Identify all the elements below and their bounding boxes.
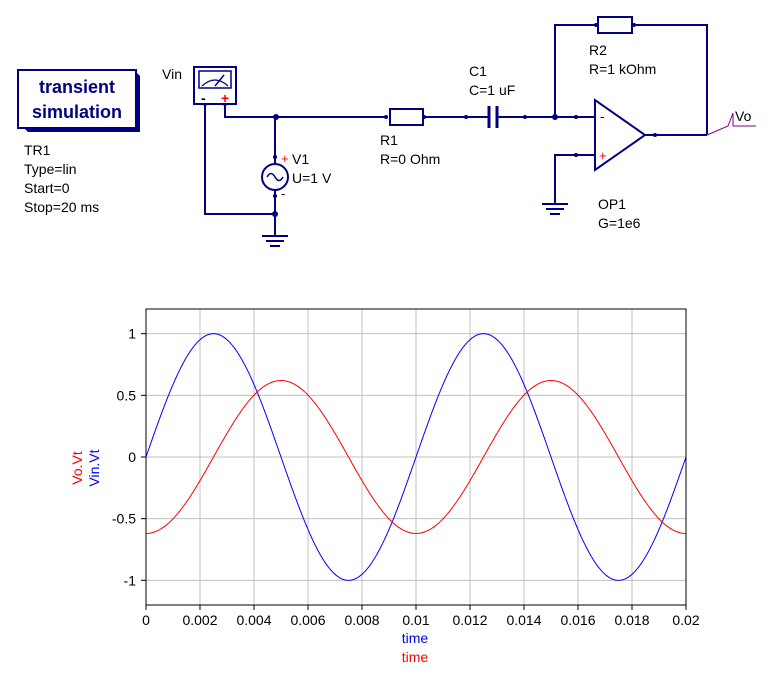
source-value: U=1 V bbox=[292, 170, 332, 186]
probe-minus-sign: - bbox=[201, 90, 206, 106]
sim-box-title-line2: simulation bbox=[32, 102, 122, 122]
opamp-plus-sign: + bbox=[599, 148, 607, 163]
source-name: V1 bbox=[292, 151, 309, 167]
pin-dot bbox=[653, 133, 657, 137]
r1-body bbox=[389, 108, 424, 126]
opamp-value: G=1e6 bbox=[598, 215, 641, 231]
opamp-minus-sign: - bbox=[600, 108, 605, 124]
x-tick-label: 0.006 bbox=[290, 612, 325, 628]
sim-box-title-line1: transient bbox=[39, 77, 115, 97]
opamp-triangle bbox=[594, 98, 647, 172]
junction-dot bbox=[272, 211, 278, 217]
wire-feedback-left bbox=[554, 24, 596, 117]
x-tick-label: 0 bbox=[142, 612, 150, 628]
x-tick-label: 0.016 bbox=[560, 612, 595, 628]
ground-symbol-v1 bbox=[262, 235, 288, 247]
series-line-vo-vt bbox=[145, 380, 687, 534]
x-tick-label: 0.002 bbox=[182, 612, 217, 628]
capacitor-c1[interactable] bbox=[487, 106, 499, 128]
y-axis-label-vin: Vin.Vt bbox=[86, 449, 102, 486]
transient-simulation-block[interactable]: transient simulation bbox=[17, 69, 140, 132]
r1-value: R=0 Ohm bbox=[380, 151, 440, 167]
wire-feedback-right bbox=[634, 24, 708, 135]
vo-node-label: Vo bbox=[735, 108, 752, 124]
transient-plot[interactable]: 0 0.002 0.004 0.006 0.008 0.01 0.012 0.014 0.016… bbox=[112, 308, 700, 628]
pin-dot bbox=[464, 115, 468, 119]
probe-gauge-icon bbox=[201, 79, 229, 87]
probe-plus-sign: + bbox=[221, 90, 229, 106]
x-tick-label: 0.01 bbox=[402, 612, 429, 628]
x-tick-label: 0.004 bbox=[236, 612, 271, 628]
r2-body bbox=[597, 16, 633, 34]
c1-name: C1 bbox=[469, 63, 487, 79]
series-line-vin-vt bbox=[145, 333, 687, 581]
x-tick-label: 0.014 bbox=[506, 612, 541, 628]
x-tick-label: 0.008 bbox=[344, 612, 379, 628]
y-tick-label: 0.5 bbox=[117, 387, 137, 403]
x-tick-label: 0.018 bbox=[614, 612, 649, 628]
pin-dot bbox=[384, 115, 388, 119]
pin-dot bbox=[523, 115, 527, 119]
y-axis-label-vo: Vo.Vt bbox=[69, 451, 85, 485]
wire-probe-minus bbox=[204, 104, 275, 215]
ac-voltage-source[interactable] bbox=[261, 163, 289, 191]
probe-name: Vin bbox=[162, 66, 182, 82]
y-tick-label: 1 bbox=[128, 326, 136, 342]
y-tick-label: -0.5 bbox=[112, 511, 136, 527]
sim-box-frame bbox=[17, 69, 137, 129]
wire-probe-plus bbox=[224, 104, 276, 118]
pin-dot bbox=[574, 153, 578, 157]
junction-dot bbox=[273, 114, 279, 120]
r2-name: R2 bbox=[589, 42, 607, 58]
y-tick-label: -1 bbox=[124, 572, 137, 588]
resistor-r1[interactable] bbox=[389, 108, 424, 126]
opamp-op1[interactable] bbox=[594, 98, 647, 172]
sine-wave-icon bbox=[266, 172, 284, 182]
c1-value: C=1 uF bbox=[469, 82, 515, 98]
sim-name: TR1 bbox=[24, 142, 51, 158]
r2-value: R=1 kOhm bbox=[589, 61, 656, 77]
probe-needle-icon bbox=[214, 74, 225, 87]
x-tick-label: 0.012 bbox=[452, 612, 487, 628]
pin-dot bbox=[273, 155, 277, 159]
opamp-name: OP1 bbox=[598, 196, 626, 212]
pin-dot bbox=[273, 194, 277, 198]
pin-dot bbox=[574, 115, 578, 119]
sim-stop: Stop=20 ms bbox=[24, 199, 99, 215]
x-tick-label: 0.02 bbox=[672, 612, 699, 628]
x-axis-label-red: time bbox=[402, 649, 429, 665]
r1-name: R1 bbox=[380, 132, 398, 148]
junction-dots bbox=[272, 114, 558, 217]
ground-symbol-opamp bbox=[542, 203, 568, 215]
source-plus-sign: + bbox=[281, 151, 289, 166]
sim-start: Start=0 bbox=[24, 180, 70, 196]
sim-type: Type=lin bbox=[24, 161, 77, 177]
source-minus-sign: - bbox=[281, 186, 285, 201]
vo-label-pointer bbox=[706, 112, 756, 136]
y-tick-label: 0 bbox=[128, 449, 136, 465]
wire-opamp-plus-ground bbox=[554, 154, 595, 204]
junction-dot bbox=[552, 114, 558, 120]
voltage-probe[interactable] bbox=[193, 66, 237, 105]
x-axis-label-blue: time bbox=[402, 630, 429, 646]
resistor-r2[interactable] bbox=[597, 16, 633, 34]
